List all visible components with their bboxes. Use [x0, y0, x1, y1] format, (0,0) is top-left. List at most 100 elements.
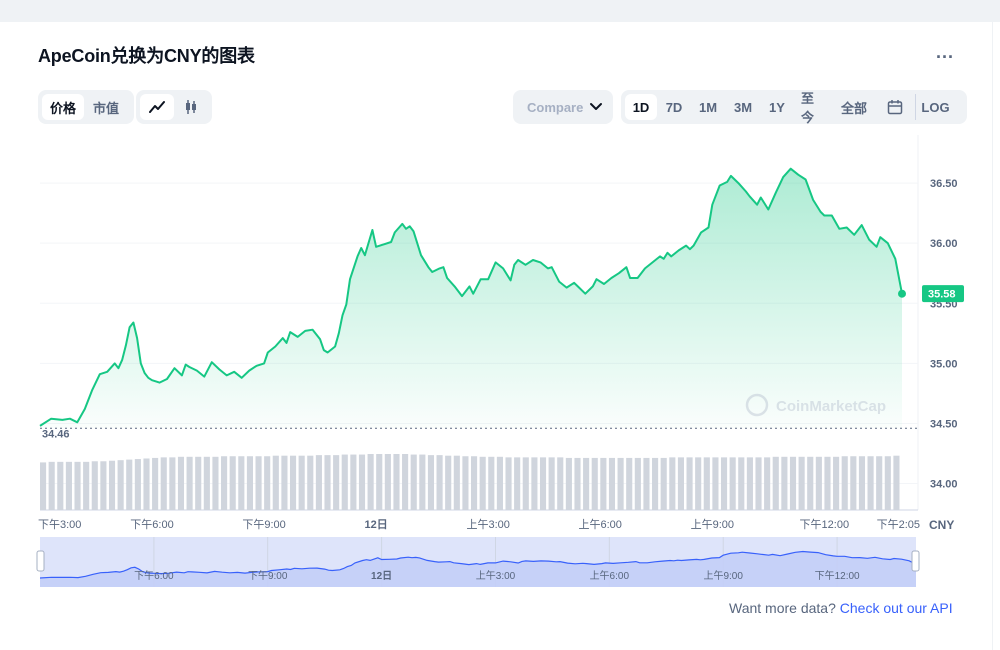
- volume-bars: [40, 454, 900, 510]
- volume-bar: [152, 457, 159, 510]
- volume-bar: [841, 456, 848, 510]
- volume-bar: [488, 456, 495, 510]
- top-bar: [0, 0, 1000, 22]
- volume-bar: [557, 457, 564, 510]
- volume-bar: [789, 456, 797, 510]
- volume-bar: [522, 457, 529, 510]
- volume-bar: [384, 454, 391, 510]
- volume-bar: [686, 457, 693, 510]
- navigator-label: 上午6:00: [590, 569, 630, 582]
- calendar-icon: [887, 100, 903, 115]
- volume-bar: [583, 457, 590, 510]
- volume-bar: [289, 455, 297, 510]
- volume-bar: [160, 457, 167, 510]
- range-all-button[interactable]: 全部: [841, 100, 868, 116]
- volume-bar: [772, 456, 779, 510]
- price-area-fill: [40, 168, 902, 429]
- metric-marketcap-tab[interactable]: 市值: [92, 100, 119, 116]
- volume-bar: [272, 455, 279, 510]
- volume-bar: [634, 457, 641, 510]
- navigator-label: 上午3:00: [476, 569, 516, 582]
- volume-bar: [824, 456, 831, 510]
- volume-bar: [867, 456, 874, 510]
- volume-bar: [40, 462, 47, 510]
- volume-bar: [798, 456, 805, 510]
- y-tick-label: 34.50: [930, 418, 958, 430]
- api-link[interactable]: Check out our API: [839, 600, 953, 616]
- x-tick-label: 上午9:00: [691, 518, 734, 531]
- x-tick-label: 上午6:00: [578, 518, 621, 531]
- volume-bar: [884, 456, 891, 510]
- volume-bar: [807, 456, 814, 510]
- volume-bar: [134, 459, 141, 510]
- volume-bar: [281, 455, 288, 510]
- volume-bar: [393, 454, 400, 510]
- volume-bar: [858, 456, 866, 510]
- volume-bar: [591, 457, 598, 510]
- volume-bar: [100, 461, 107, 510]
- chart-type-toggle: [136, 90, 212, 124]
- volume-bar: [781, 456, 788, 510]
- range-1d-button[interactable]: 1D: [625, 94, 657, 120]
- range-1m-button[interactable]: 1M: [698, 99, 718, 115]
- volume-bar: [850, 456, 857, 510]
- volume-bar: [350, 454, 357, 510]
- volume-bar: [117, 460, 124, 510]
- candlestick-button[interactable]: [174, 94, 208, 120]
- more-options-button[interactable]: ...: [936, 42, 955, 62]
- line-chart-icon: [149, 101, 165, 113]
- chart-title: ApeCoin兑换为CNY的图表: [38, 46, 255, 66]
- volume-bar: [764, 457, 771, 510]
- chevron-down-icon: [590, 103, 602, 110]
- volume-bar: [695, 457, 702, 510]
- volume-bar: [229, 456, 236, 510]
- volume-bar: [126, 459, 133, 510]
- volume-bar: [427, 455, 435, 510]
- navigator-left-handle[interactable]: [36, 550, 45, 572]
- volume-bar: [74, 461, 81, 510]
- volume-bar: [333, 455, 340, 510]
- current-price-tag-label: 35.58: [928, 289, 956, 301]
- footer-text: Want more data?: [729, 600, 836, 616]
- volume-bar: [195, 456, 202, 510]
- volume-bar: [255, 456, 262, 510]
- log-scale-button[interactable]: LOG: [915, 94, 955, 120]
- volume-bar: [548, 457, 555, 510]
- volume-bar: [238, 456, 245, 510]
- navigator-right-handle[interactable]: [911, 550, 920, 572]
- volume-bar: [677, 457, 684, 510]
- line-chart-button[interactable]: [140, 94, 174, 120]
- navigator-label: 下午9:00: [248, 569, 288, 582]
- price-line: [39, 167, 903, 427]
- open-price-label: 34.46: [42, 428, 70, 440]
- range-7d-button[interactable]: 7D: [665, 99, 683, 115]
- current-price-dot: [898, 289, 906, 298]
- volume-bar: [203, 456, 210, 510]
- range-1y-button[interactable]: 1Y: [769, 99, 785, 115]
- calendar-button[interactable]: [875, 94, 915, 120]
- volume-bar: [264, 456, 271, 510]
- volume-bar: [574, 457, 581, 510]
- compare-dropdown[interactable]: Compare: [513, 90, 613, 124]
- volume-bar: [169, 457, 176, 510]
- x-tick-label: 上午3:00: [466, 518, 509, 531]
- metric-price-tab[interactable]: 价格: [42, 94, 84, 120]
- volume-bar: [608, 457, 616, 510]
- currency-axis-label: CNY: [929, 518, 954, 532]
- volume-bar: [453, 455, 460, 510]
- coinmarketcap-watermark: CoinMarketCap: [745, 393, 886, 417]
- volume-bar: [324, 455, 331, 510]
- volume-bar: [65, 461, 72, 510]
- volume-bar: [83, 461, 90, 510]
- volume-bar: [358, 454, 366, 510]
- volume-bar: [212, 456, 219, 510]
- volume-bar: [221, 456, 228, 510]
- range-3m-button[interactable]: 3M: [733, 99, 753, 115]
- coinmarketcap-logo-icon: [745, 393, 769, 417]
- volume-bar: [660, 457, 667, 510]
- navigator-labels: 下午6:00 下午9:00 12日 上午3:00 上午6:00 上午9:00 下午12:00: [134, 569, 860, 582]
- x-tick-label: 下午9:00: [242, 518, 285, 531]
- volume-bar: [57, 461, 64, 510]
